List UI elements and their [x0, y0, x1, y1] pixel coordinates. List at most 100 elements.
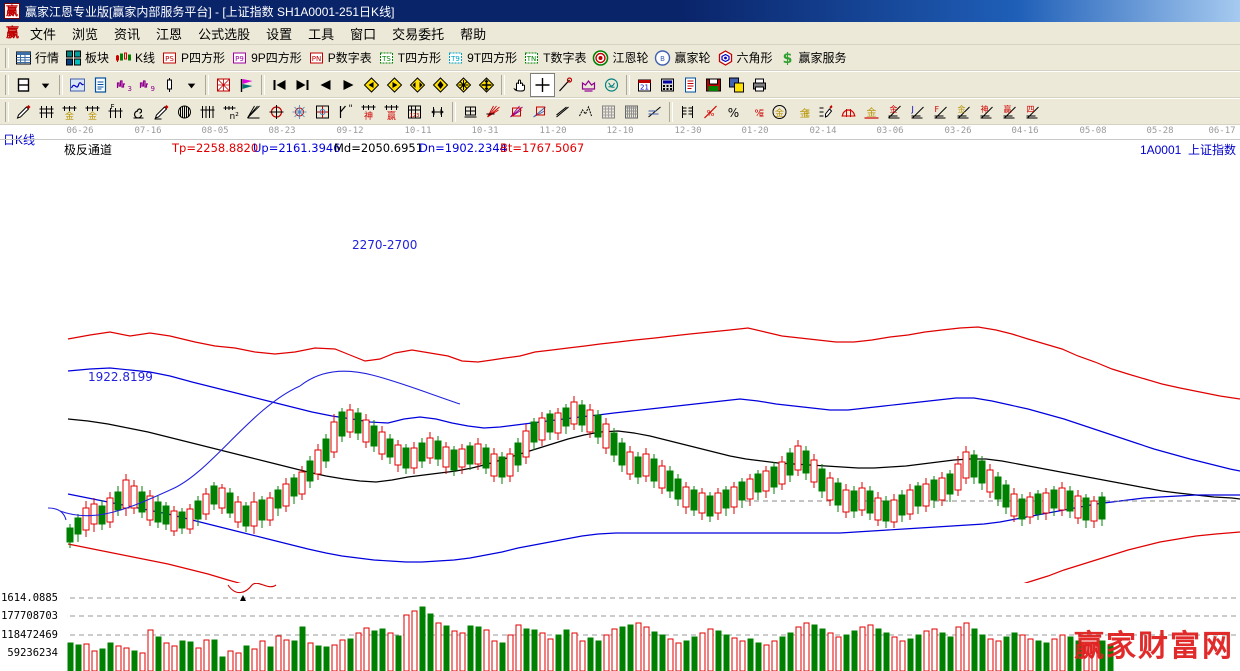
zoom-button[interactable] [429, 74, 452, 96]
red-arc-button[interactable] [837, 101, 860, 123]
toolbar-button-winner-wheel[interactable]: B 赢家轮 [651, 47, 713, 69]
ying-grid-button[interactable]: 赢 [380, 101, 403, 123]
brain-button[interactable] [600, 74, 623, 96]
gold-ladder2-button[interactable]: 金 [81, 101, 104, 123]
percent-eq-button[interactable]: % [745, 101, 768, 123]
next-page-button[interactable] [337, 74, 360, 96]
purple-fan-button[interactable] [505, 101, 528, 123]
toolbar-button-hexagon[interactable]: 六角形 [714, 47, 776, 69]
menu-item-window[interactable]: 窗口 [350, 26, 377, 42]
grid-square-button[interactable] [597, 101, 620, 123]
crosshair-button[interactable] [530, 73, 555, 97]
pen-bang-button[interactable] [814, 101, 837, 123]
print-button[interactable] [748, 74, 771, 96]
period-dropdown-arrow[interactable] [35, 74, 56, 96]
menu-item-tools[interactable]: 工具 [308, 26, 335, 42]
menu-item-news[interactable]: 资讯 [114, 26, 141, 42]
target-circle-button[interactable] [265, 101, 288, 123]
toolbar-button-p-number-table[interactable]: PN P数字表 [305, 47, 375, 69]
si-slash-button[interactable]: 四 [1021, 101, 1044, 123]
last-page-button[interactable] [291, 74, 314, 96]
angle-fan-button[interactable] [242, 101, 265, 123]
gold-ladder1-button[interactable]: 金 [58, 101, 81, 123]
box-target-button[interactable] [311, 101, 334, 123]
arrow-span-button[interactable] [426, 101, 449, 123]
toolbar-button-winner-service[interactable]: $ 赢家服务 [776, 47, 850, 69]
save-button[interactable] [702, 74, 725, 96]
marker-pen-button[interactable] [150, 101, 173, 123]
menu-item-browse[interactable]: 浏览 [72, 26, 99, 42]
line-pair-button[interactable] [551, 101, 574, 123]
shen-slash-button[interactable]: 神 [975, 101, 998, 123]
star-target-button[interactable] [288, 101, 311, 123]
report-page-button[interactable] [89, 74, 112, 96]
toolbar-button-quotes[interactable]: 行情 [12, 47, 62, 69]
grid-ladder-button[interactable] [35, 101, 58, 123]
menu-item-formula-select[interactable]: 公式选股 [198, 26, 251, 42]
center-button[interactable] [406, 74, 429, 96]
menu-item-file[interactable]: 文件 [30, 26, 57, 42]
menu-item-settings[interactable]: 设置 [266, 26, 293, 42]
toolbar-button-9p-square[interactable]: P9 9P四方形 [228, 47, 305, 69]
quote-mark-button[interactable]: " [334, 101, 357, 123]
prev-page-button[interactable] [314, 74, 337, 96]
calculator-button[interactable] [656, 74, 679, 96]
gold3-slash-button[interactable]: 金 [952, 101, 975, 123]
trend-grid-button[interactable] [643, 101, 666, 123]
cut-line-button[interactable] [554, 74, 577, 96]
toolbar-button-kline[interactable]: K线 [112, 47, 158, 69]
grid-dense-button[interactable] [620, 101, 643, 123]
price-chart-panel[interactable]: 日K线 06-26 07-16 08-05 08-23 09-12 10-11 … [0, 126, 1240, 583]
overlay-curve-button[interactable] [66, 74, 89, 96]
copy-color-button[interactable] [725, 74, 748, 96]
hand-pan-button[interactable] [508, 74, 531, 96]
gold-slash-button[interactable]: J [906, 101, 929, 123]
shift-left-button[interactable] [360, 74, 383, 96]
zigzag-line-button[interactable] [574, 101, 597, 123]
n-squared-button[interactable]: n² [219, 101, 242, 123]
number-grid-button[interactable]: 123 [403, 101, 426, 123]
toolbar-button-t-square[interactable]: TS T四方形 [375, 47, 444, 69]
bar-width-dropdown-arrow[interactable] [181, 74, 202, 96]
ying-slash-button[interactable]: 赢 [998, 101, 1021, 123]
shift-right-button[interactable] [383, 74, 406, 96]
gold-bar-button[interactable]: 金 [860, 101, 883, 123]
menu-item-gann[interactable]: 江恩 [156, 26, 183, 42]
bar-width-button[interactable] [158, 74, 181, 96]
ladder-steps-button[interactable] [676, 101, 699, 123]
gold-circle-button[interactable]: 金 [768, 101, 791, 123]
period-day-button[interactable] [12, 74, 35, 96]
mini3-wave-button[interactable]: 3 [112, 74, 135, 96]
note-list-button[interactable] [679, 74, 702, 96]
comb-button[interactable] [196, 101, 219, 123]
menu-item-help[interactable]: 帮助 [460, 26, 487, 42]
volume-panel[interactable]: 1614.0885 177708703 118472469 59236234 赢… [0, 583, 1240, 671]
table-frame-button[interactable] [459, 101, 482, 123]
pen-highlight-button[interactable] [12, 101, 35, 123]
mini9-wave-button[interactable]: 9 [135, 74, 158, 96]
shen-grid-button[interactable]: 神 [357, 101, 380, 123]
gold-eq-button[interactable]: 金 [791, 101, 814, 123]
calendar-button[interactable]: 21 [633, 74, 656, 96]
red-fan-button[interactable] [482, 101, 505, 123]
crown-button[interactable] [577, 74, 600, 96]
star-button[interactable] [452, 74, 475, 96]
toolbar-button-p-square[interactable]: PS P四方形 [158, 47, 228, 69]
toolbar-button-t-number-table[interactable]: TN T数字表 [520, 47, 589, 69]
toolbar-button-9t-square[interactable]: T9 9T四方形 [444, 47, 520, 69]
menu-item-trade[interactable]: 交易委托 [392, 26, 445, 42]
j-slash-button[interactable]: 金 [883, 101, 906, 123]
toolbar-button-sector[interactable]: 板块 [62, 47, 112, 69]
f-ladder-button[interactable]: F [104, 101, 127, 123]
plot-canvas[interactable]: 2270-2700 1922.8199 [0, 156, 1240, 583]
pattern-net-button[interactable] [212, 74, 235, 96]
spiral-button[interactable] [127, 101, 150, 123]
f-slash-button[interactable]: F [929, 101, 952, 123]
blue-fan-button[interactable] [528, 101, 551, 123]
percent-sign-button[interactable]: % [722, 101, 745, 123]
move-button[interactable] [475, 74, 498, 96]
circle-fan-button[interactable] [173, 101, 196, 123]
colored-flag-button[interactable] [235, 74, 258, 96]
toolbar-button-gann-wheel[interactable]: 江恩轮 [589, 47, 651, 69]
percent-slash-button[interactable]: % [699, 101, 722, 123]
